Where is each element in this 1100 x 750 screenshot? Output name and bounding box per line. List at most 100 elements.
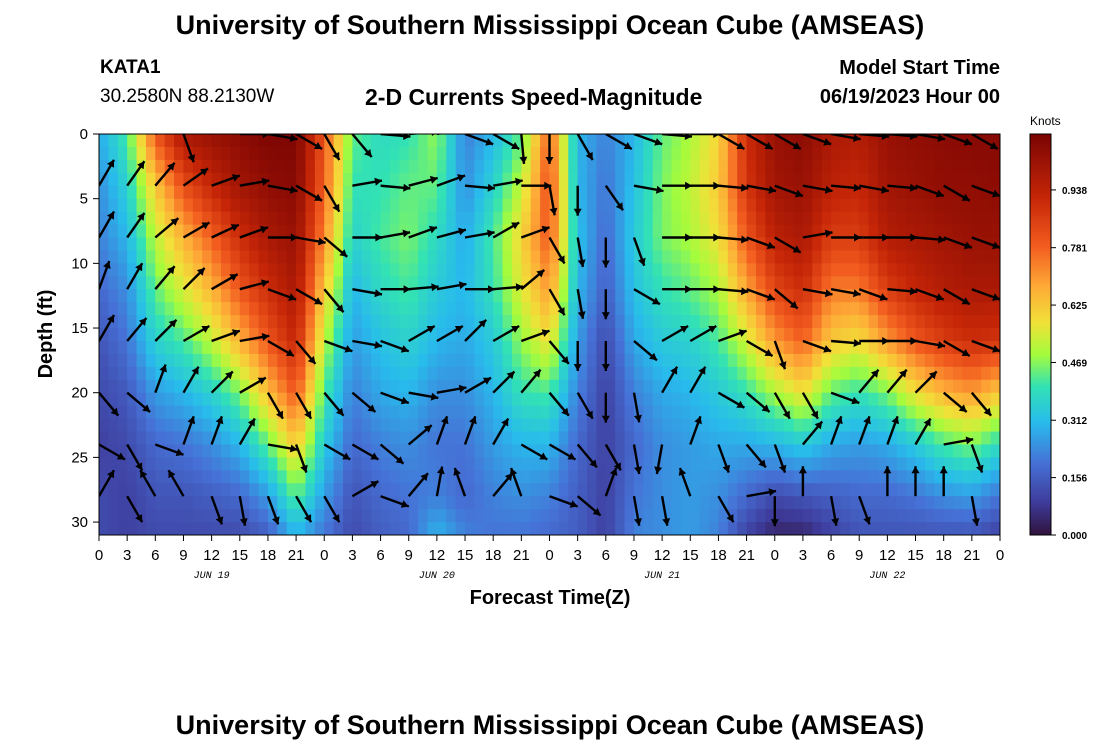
heatmap-cell [915,392,926,407]
heatmap-cell [737,237,748,252]
heatmap-cell [915,328,926,342]
heatmap-cell [465,522,476,535]
heatmap-cell [821,522,832,535]
heatmap-cell [521,353,532,368]
heatmap-cell [333,522,344,535]
heatmap-cell [755,159,766,174]
current-vector-arrow [605,134,633,151]
current-vector-arrow [883,466,892,497]
current-vector-arrow [831,233,862,242]
heatmap-cell [530,198,541,213]
heatmap-cell [596,134,607,148]
heatmap-cell [859,366,870,381]
heatmap-cell [624,172,635,187]
heatmap-cell [680,379,691,394]
heatmap-cell [324,340,335,355]
heatmap-cell [943,353,954,368]
heatmap-cell [784,250,795,264]
heatmap-cell [230,289,241,303]
heatmap-cell [324,457,335,471]
day-label: JUN 19 [194,571,230,582]
heatmap-cell [549,353,560,368]
heatmap-cell [765,276,776,290]
heatmap-cell [465,302,476,316]
heatmap-cell [859,418,870,433]
heatmap-cell [305,431,316,446]
heatmap-cell [389,198,400,213]
heatmap-cell [587,418,598,433]
heatmap-cell [746,418,757,433]
heatmap-cell [718,457,729,471]
heatmap-cell [887,328,898,342]
heatmap-cell [99,522,109,535]
heatmap-cell [971,457,982,471]
heatmap-cell [784,522,795,535]
heatmap-cell [352,509,363,523]
heatmap-cell [680,457,691,471]
heatmap-cell [418,418,429,433]
heatmap-cell [577,211,588,226]
heatmap-cell [408,444,419,458]
heatmap-cell [662,522,673,535]
heatmap-cell [239,224,250,239]
heatmap-cell [587,483,598,497]
heatmap-cell [493,405,504,420]
heatmap-cell [746,457,757,471]
heatmap-cell [399,405,410,420]
heatmap-cell [258,405,269,420]
heatmap-cell [709,250,720,264]
heatmap-cell [164,250,175,264]
heatmap-cell [971,444,982,458]
heatmap-cell [164,211,175,226]
heatmap-cell [671,276,682,290]
x-tick-label: 6 [827,547,835,564]
heatmap-cell [314,134,325,148]
heatmap-cell [774,457,785,471]
heatmap-cell [389,172,400,187]
heatmap-cell [258,483,269,497]
heatmap-cell [727,470,738,484]
heatmap-cell [277,392,288,407]
heatmap-cell [802,379,813,394]
heatmap-cell [333,250,344,264]
heatmap-cell [831,263,842,277]
heatmap-cell [221,302,231,316]
heatmap-cell [633,431,644,446]
heatmap-cell [755,302,766,316]
heatmap-cell [831,444,842,458]
heatmap-cell [934,522,945,535]
heatmap-cell [652,263,663,277]
heatmap-cell [737,302,748,316]
current-vector-arrow [266,495,280,525]
current-vector-arrow [453,467,467,497]
heatmap-cell [352,431,363,446]
heatmap-cell [831,496,842,510]
heatmap-cell [746,302,757,316]
heatmap-cell [343,315,354,329]
heatmap-cell [164,237,175,252]
heatmap-cell [371,496,382,510]
heatmap-cell [840,496,851,510]
current-vector-arrow [492,417,510,446]
heatmap-cell [277,289,288,303]
heatmap-cell [953,185,964,200]
heatmap-cell [267,328,278,342]
heatmap-cell [530,159,541,174]
heatmap-cell [680,198,691,213]
heatmap-cell [971,315,982,329]
heatmap-cell [906,379,917,394]
heatmap-cell [192,172,203,187]
heatmap-cell [99,405,109,420]
heatmap-cell [277,418,288,433]
heatmap-cell [183,198,194,213]
current-vector-arrow [154,217,180,239]
heatmap-cell [99,444,109,458]
current-vector-arrow [408,225,438,239]
heatmap-cell [455,431,466,446]
heatmap-cell [924,522,935,535]
heatmap-cell [840,431,851,446]
heatmap-cell [953,198,964,213]
heatmap-cell [709,315,720,329]
current-vector-arrow [548,443,577,461]
heatmap-cell [230,134,241,148]
